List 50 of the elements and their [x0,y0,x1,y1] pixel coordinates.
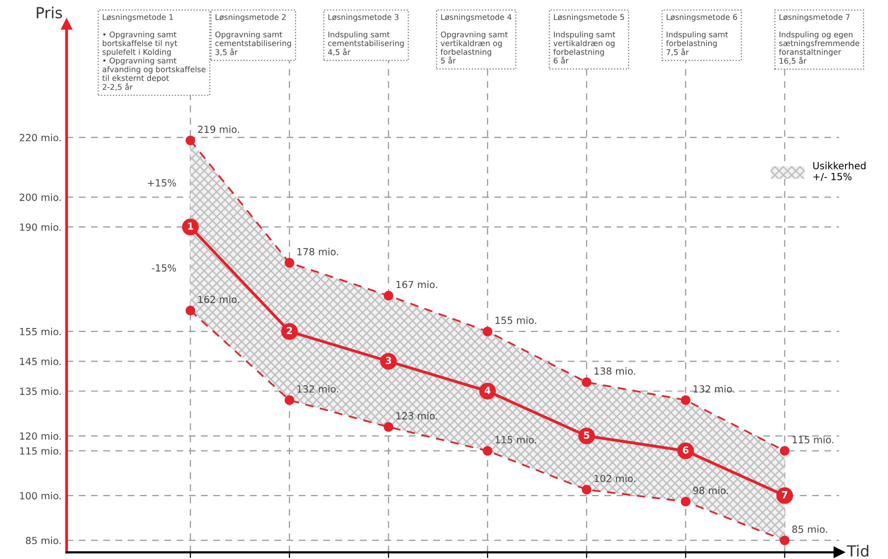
annotation: +15% [148,179,176,187]
data-label: 132 mio. [297,385,338,393]
y-tick-label: 220 mio. [20,134,61,142]
data-label: 167 mio. [396,280,438,288]
point [482,326,492,336]
data-label: 178 mio. [297,248,338,256]
y-tick-label: 135 mio. [20,387,61,395]
y-axis-title: Pris [36,6,62,18]
point [680,496,690,506]
y-tick-label: 85 mio. [26,536,61,544]
data-label: 115 mio. [496,436,536,444]
point [482,446,492,456]
data-label: 155 mio. [496,316,536,324]
point [780,535,790,546]
annotation: 4 [484,386,490,394]
point [384,290,394,300]
data-label: 219 mio. [198,125,239,133]
y-tick-label: 120 mio. [20,432,61,440]
point [284,395,294,405]
y-tick-label: 115 mio. [20,447,61,455]
y-tick-label: 100 mio. [20,492,61,500]
annotation: 2 [286,326,292,334]
point [284,258,294,268]
y-tick-label: 155 mio. [20,328,61,336]
point [186,306,196,316]
x-axis-title: Tid [846,544,868,557]
data-label: 123 mio. [396,412,438,420]
y-tick-label: 200 mio. [20,193,61,201]
annotation: 3 [386,356,392,364]
data-label: 85 mio. [792,525,828,533]
point [680,395,690,405]
data-label: 98 mio. [693,486,728,494]
point [582,484,592,494]
data-label: 132 mio. [694,385,734,393]
annotation: -15% [152,264,176,272]
data-label: 162 mio. [198,296,239,304]
data-label: 138 mio. [594,367,636,375]
data-label: 115 mio. [792,436,834,444]
point [384,422,394,432]
annotation: 1 [188,222,194,230]
y-tick-label: 190 mio. [20,223,61,231]
annotation: 7 [782,491,788,498]
annotation: 6 [682,446,688,454]
point [186,136,196,146]
annotation: 5 [584,431,590,439]
point [780,446,790,456]
data-label: 102 mio. [594,474,636,482]
text: Usikkerhed +/- 15% [813,162,866,181]
point [582,377,592,388]
y-tick-label: 145 mio. [20,358,61,366]
